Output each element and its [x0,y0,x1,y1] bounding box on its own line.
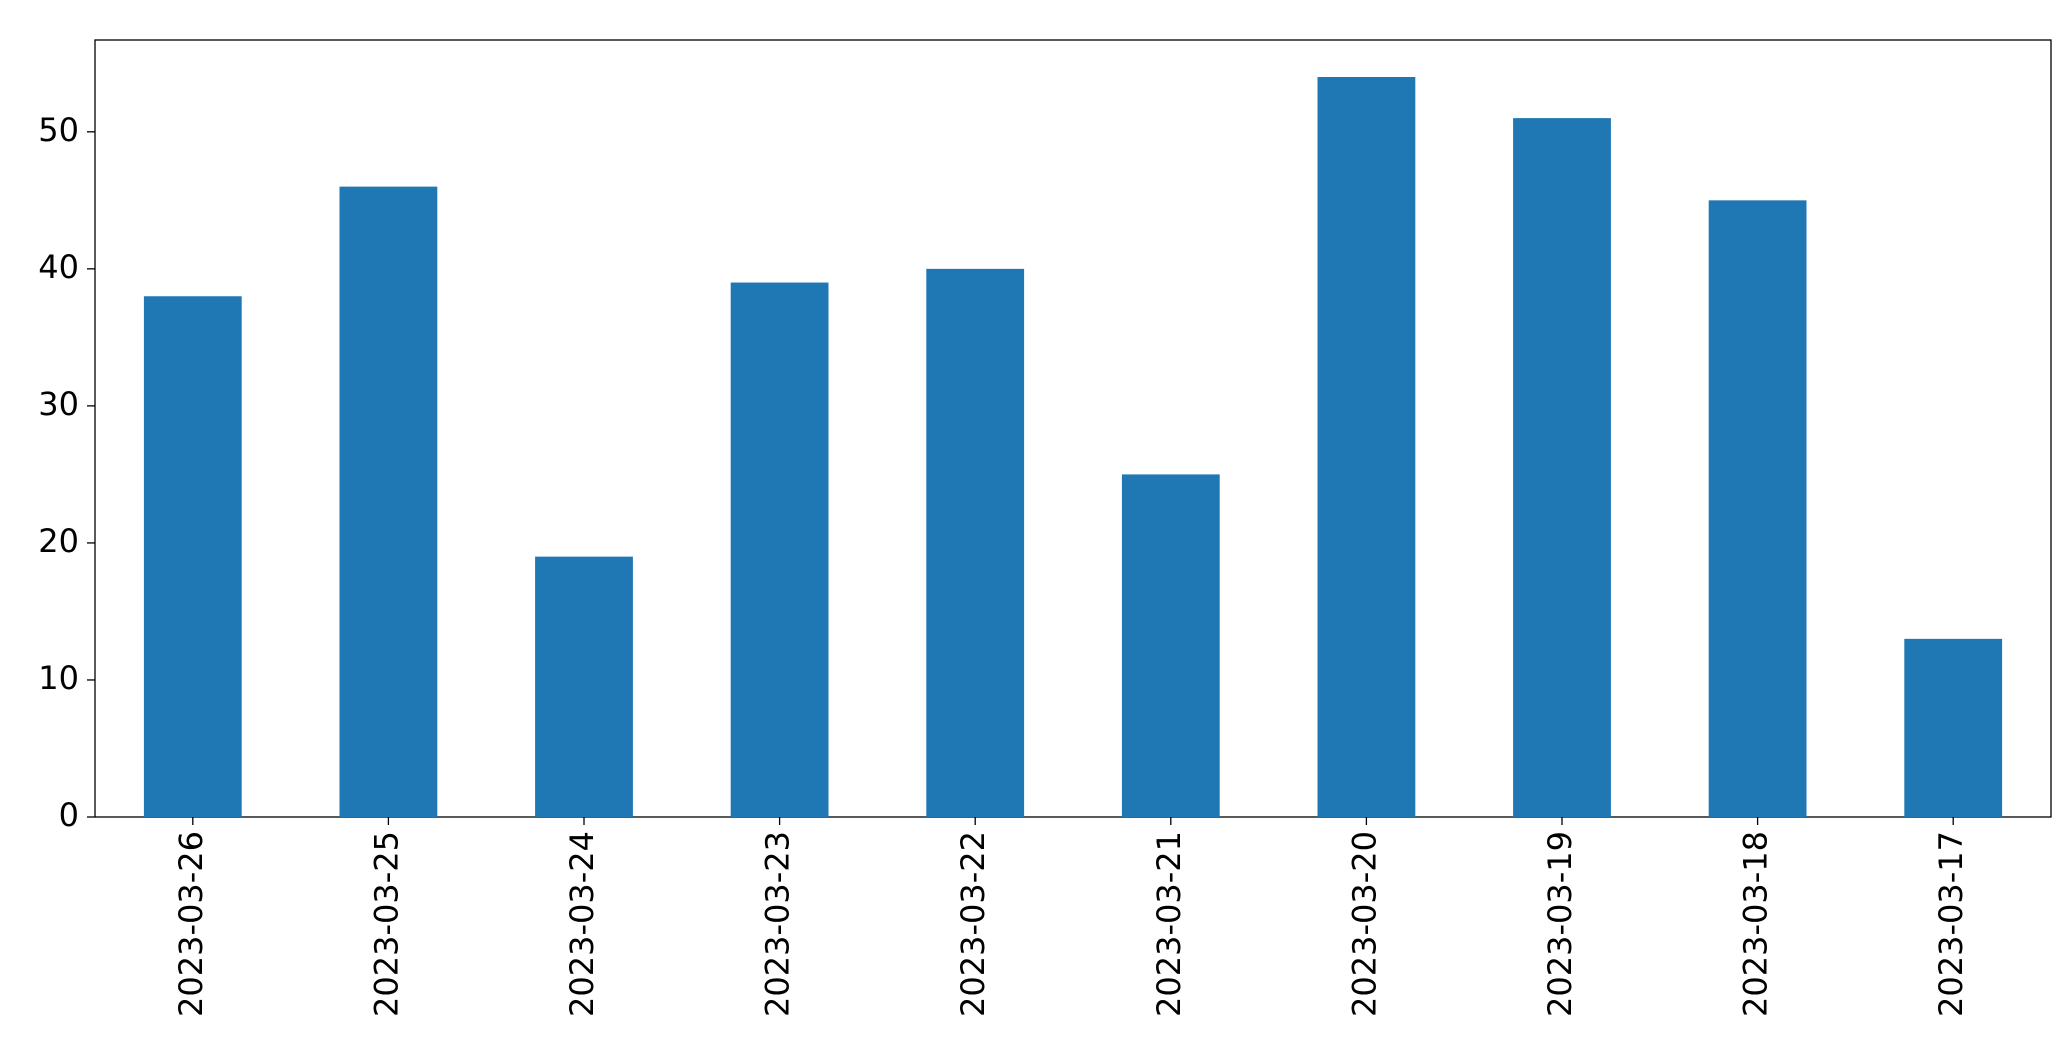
axes-frame [94,39,2052,818]
bar [730,282,829,817]
x-tick-label: 2023-03-26 [172,831,210,1017]
bar [339,186,438,817]
y-tick-label: 20 [38,522,79,560]
x-tick-label: 2023-03-17 [1932,831,1970,1017]
x-tick-label: 2023-03-22 [954,831,992,1017]
bar [1904,638,2003,817]
y-tick-label: 40 [38,248,79,286]
x-tick-label: 2023-03-19 [1541,831,1579,1017]
y-tick-label: 0 [59,796,79,834]
y-tick-label: 30 [38,385,79,423]
y-tick-label: 10 [38,659,79,697]
x-tick-label: 2023-03-23 [759,831,797,1017]
bar [1121,474,1220,817]
bar [535,556,633,817]
x-tick-label: 2023-03-18 [1737,831,1775,1017]
bar [1317,77,1416,817]
y-tick-label: 50 [38,111,79,149]
x-tick-label: 2023-03-24 [563,831,601,1017]
bar [143,296,242,817]
bar [1708,200,1807,818]
bar [1513,118,1611,818]
x-tick-label: 2023-03-20 [1345,831,1383,1017]
bar [926,268,1025,818]
x-tick-label: 2023-03-21 [1150,831,1188,1017]
x-tick-label: 2023-03-25 [367,831,405,1017]
